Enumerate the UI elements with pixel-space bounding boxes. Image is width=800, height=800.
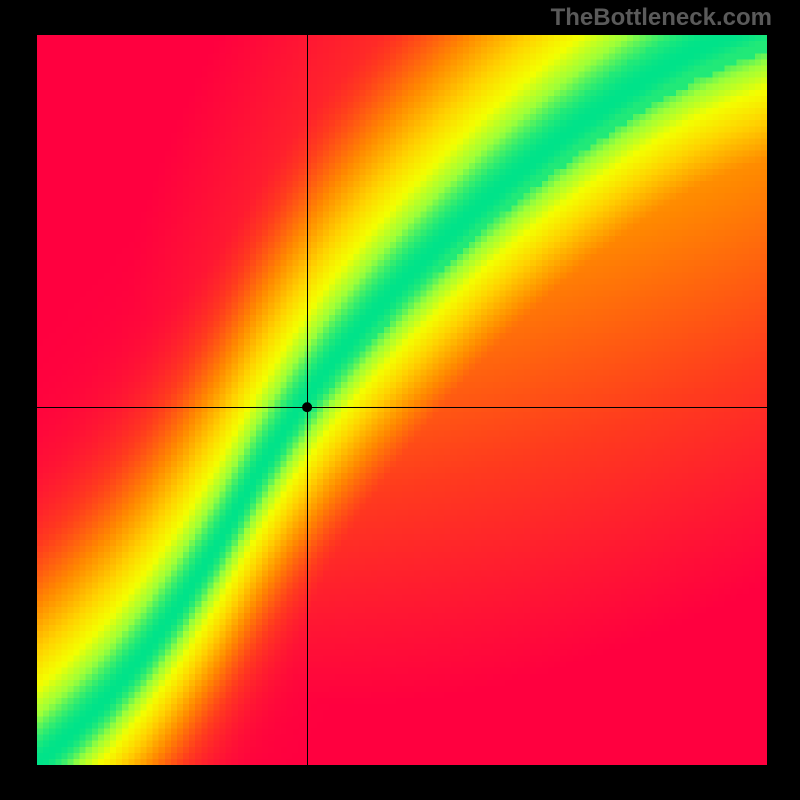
- figure-stage: TheBottleneck.com: [0, 0, 800, 800]
- crosshair-overlay: [0, 0, 800, 800]
